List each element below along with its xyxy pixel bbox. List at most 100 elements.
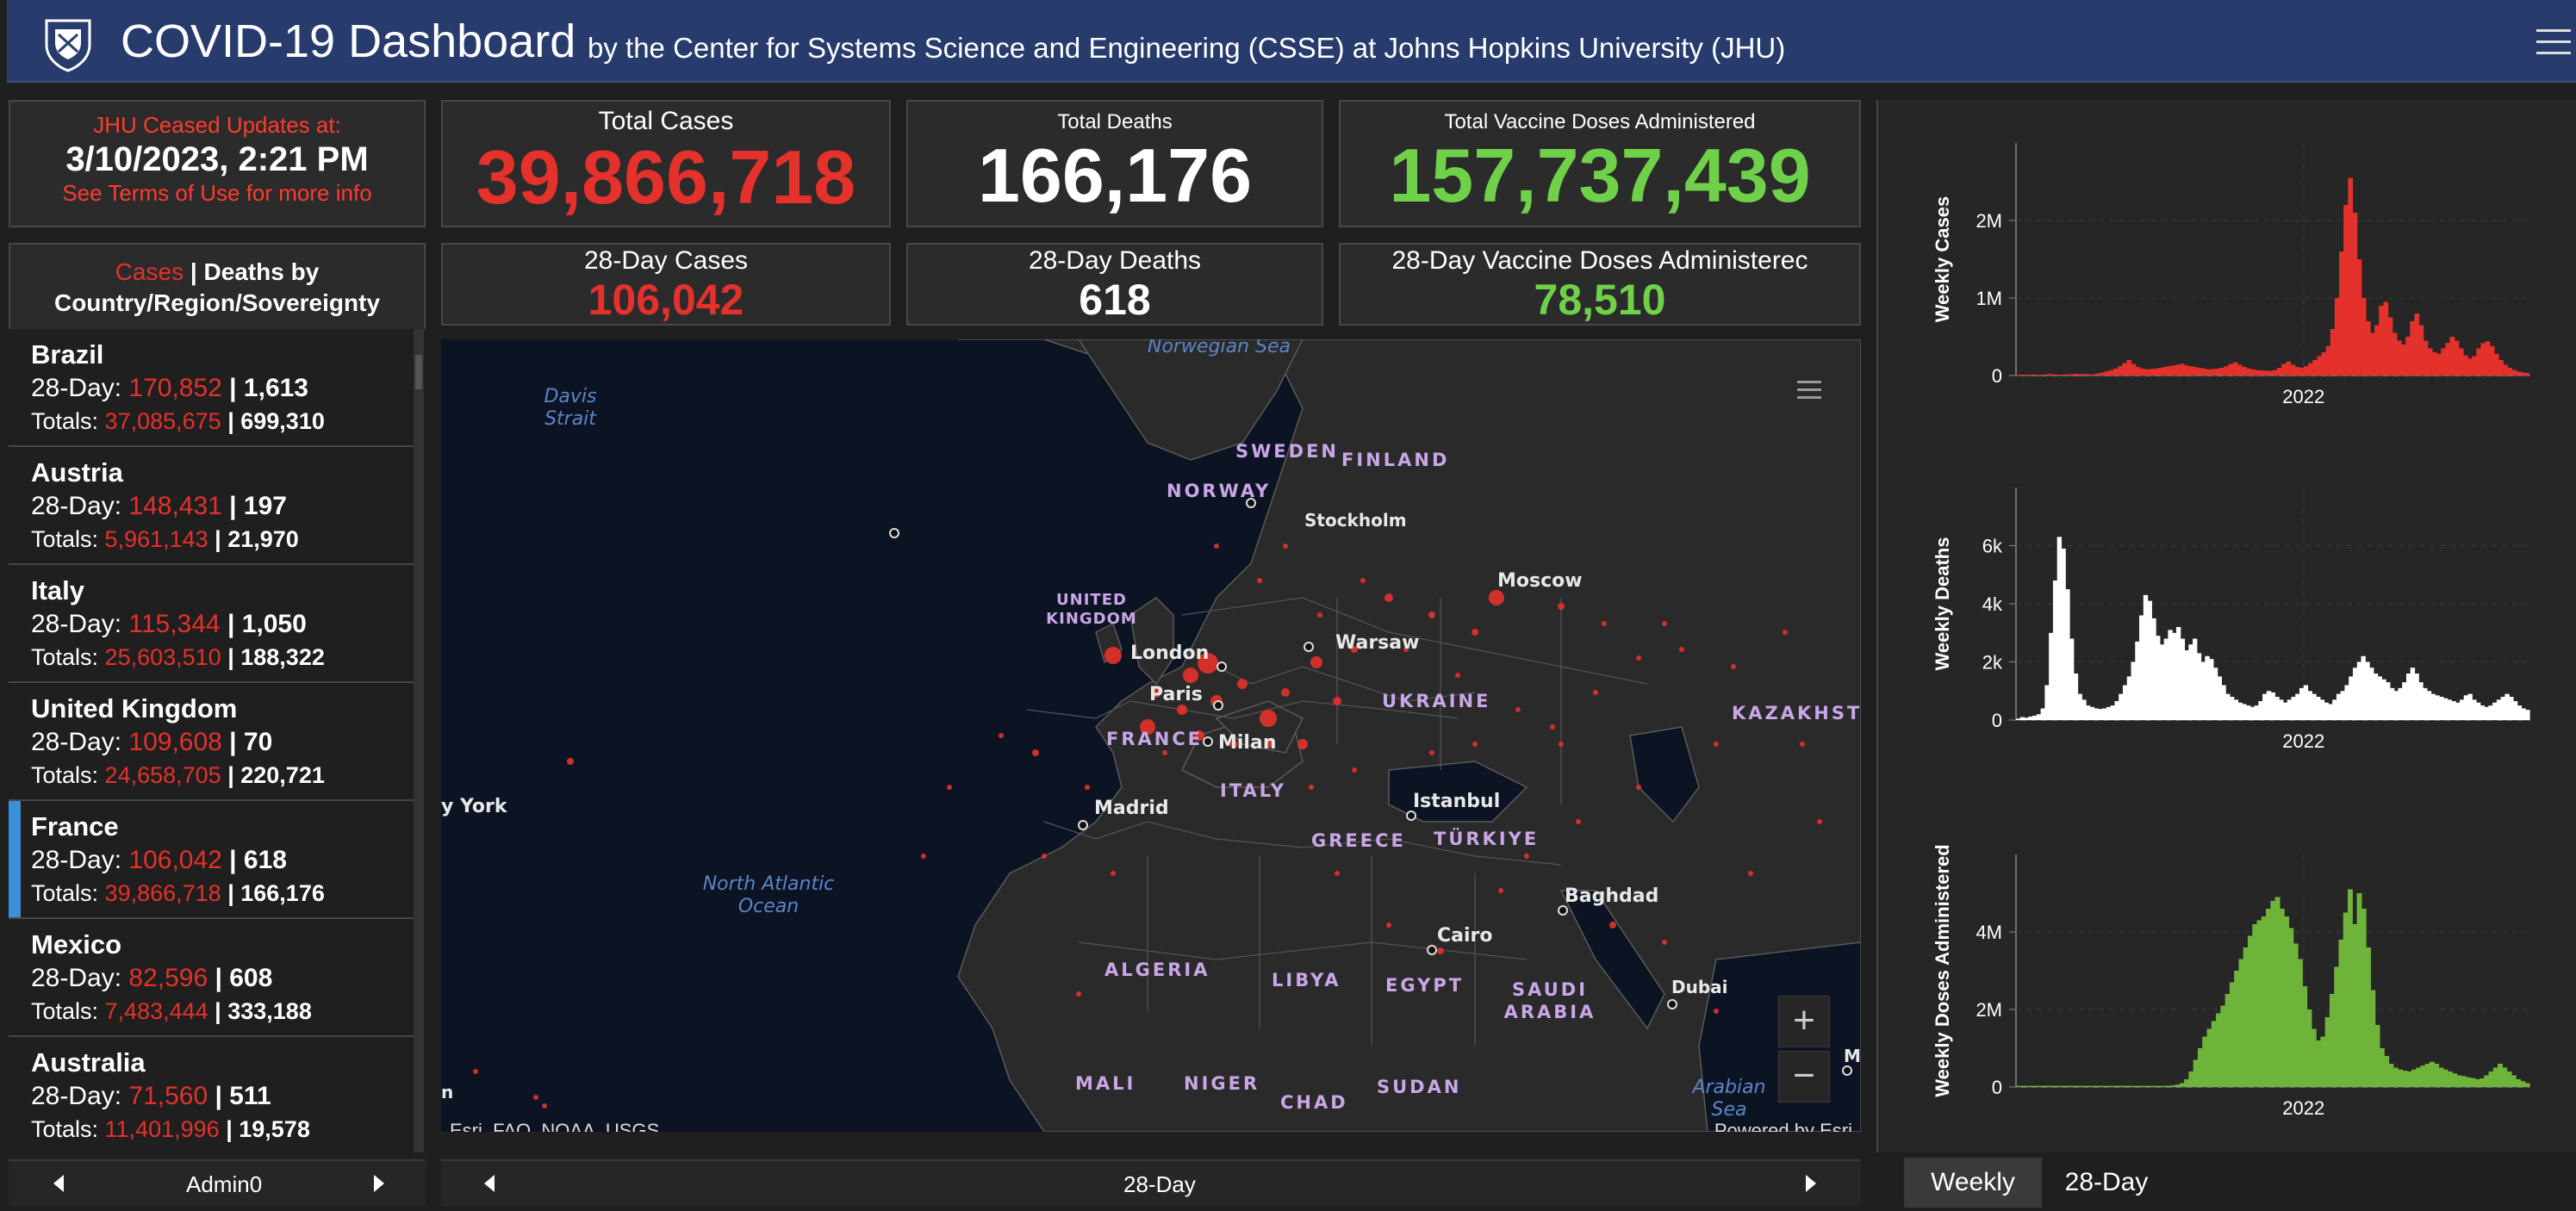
chart-bar[interactable] <box>2211 1021 2217 1088</box>
chart-bar[interactable] <box>2386 682 2391 720</box>
chart-bar[interactable] <box>2193 367 2199 376</box>
chart-bar[interactable] <box>2029 1085 2035 1087</box>
chart-bar[interactable] <box>2311 1028 2317 1088</box>
case-markers[interactable] <box>473 543 1822 1109</box>
chart-bar[interactable] <box>2356 661 2362 721</box>
chart-bar[interactable] <box>2431 352 2437 376</box>
chart-bar[interactable] <box>2423 687 2428 720</box>
chart-bar[interactable] <box>2299 368 2305 376</box>
chart-bar[interactable] <box>2330 329 2336 376</box>
chart-bar[interactable] <box>2049 632 2054 720</box>
chart-bar[interactable] <box>2503 364 2508 376</box>
chart-bar[interactable] <box>2166 1085 2171 1087</box>
chart-bar[interactable] <box>2110 705 2116 720</box>
case-marker[interactable] <box>1335 871 1340 876</box>
case-marker[interactable] <box>1558 603 1565 610</box>
case-marker[interactable] <box>1817 819 1822 824</box>
chart-bar[interactable] <box>2524 1083 2530 1088</box>
chart-bar[interactable] <box>2291 697 2296 720</box>
chart-bar[interactable] <box>2365 661 2370 721</box>
chart-bar[interactable] <box>2384 1056 2390 1087</box>
chart-bar[interactable] <box>2220 1005 2226 1088</box>
chart-bar[interactable] <box>2219 368 2225 376</box>
case-marker[interactable] <box>1515 707 1521 712</box>
chart-bar[interactable] <box>2506 1071 2512 1087</box>
chart-bar[interactable] <box>2459 699 2465 720</box>
case-marker[interactable] <box>1237 679 1248 689</box>
chart-bar[interactable] <box>2447 699 2453 720</box>
chart-bar[interactable] <box>2270 901 2276 1087</box>
chart-bar[interactable] <box>2455 702 2461 720</box>
case-marker[interactable] <box>567 758 574 765</box>
powered-by-esri-link[interactable]: Powered by Esri <box>1714 1120 1852 1132</box>
case-marker[interactable] <box>1576 819 1581 824</box>
chart-bar[interactable] <box>2402 682 2407 720</box>
case-marker[interactable] <box>1198 653 1218 674</box>
chart-bar[interactable] <box>2069 638 2075 721</box>
chart-bar[interactable] <box>2416 1067 2422 1088</box>
chart-bar[interactable] <box>2089 706 2095 720</box>
country-list-item[interactable]: Mexico 28-Day: 82,596 | 608 Totals: 7,483,… <box>9 919 414 1037</box>
chart-bar[interactable] <box>2216 1013 2221 1088</box>
chart-bar[interactable] <box>2073 374 2079 376</box>
chart-bar[interactable] <box>2224 366 2230 376</box>
chart-bar[interactable] <box>2152 1085 2158 1087</box>
terms-of-use-link[interactable]: See Terms of Use for more info <box>62 180 372 206</box>
case-marker[interactable] <box>1800 742 1805 747</box>
chart-bar[interactable] <box>2410 668 2416 720</box>
chart-bar[interactable] <box>2188 1071 2194 1087</box>
chart-bar[interactable] <box>2511 370 2517 376</box>
chart-bar[interactable] <box>2156 636 2161 720</box>
chart-bar[interactable] <box>2209 659 2214 720</box>
chart-bar[interactable] <box>2332 699 2337 720</box>
chart-bar[interactable] <box>2033 375 2039 376</box>
chart-bar[interactable] <box>2065 589 2070 720</box>
case-marker[interactable] <box>1283 543 1288 549</box>
chart-bar[interactable] <box>2294 367 2300 376</box>
case-marker[interactable] <box>1636 655 1641 661</box>
chart-bar[interactable] <box>2442 698 2448 720</box>
chart-bar[interactable] <box>2040 708 2045 721</box>
chart-bar[interactable] <box>2307 691 2312 720</box>
case-marker[interactable] <box>1429 750 1434 755</box>
chart-bar[interactable] <box>2051 374 2056 376</box>
chart-bar[interactable] <box>2038 1085 2044 1087</box>
case-marker[interactable] <box>1472 629 1478 636</box>
chart-bar[interactable] <box>2237 702 2243 720</box>
chart-bar[interactable] <box>2282 702 2288 720</box>
chart-bar[interactable] <box>2454 340 2460 376</box>
chart-bar[interactable] <box>2073 674 2079 720</box>
chart-bar[interactable] <box>2411 1069 2417 1087</box>
chart-bar[interactable] <box>2252 924 2258 1087</box>
chart-bar[interactable] <box>2366 947 2371 1087</box>
chart-bar[interactable] <box>2238 959 2244 1088</box>
chart-bar[interactable] <box>2290 364 2296 376</box>
chart-bar[interactable] <box>2139 615 2144 721</box>
menu-icon[interactable] <box>2536 29 2571 55</box>
chart-bar[interactable] <box>2349 676 2354 720</box>
case-marker[interactable] <box>1609 922 1616 928</box>
chart-bar[interactable] <box>2161 1085 2167 1087</box>
chart-bar[interactable] <box>2197 368 2203 376</box>
chart-bar[interactable] <box>2237 364 2243 376</box>
chart-bar[interactable] <box>2061 1085 2067 1087</box>
chart-bar[interactable] <box>2441 348 2446 376</box>
chart-bar[interactable] <box>2122 363 2128 376</box>
case-marker[interactable] <box>1403 647 1409 652</box>
chart-bar[interactable] <box>2249 706 2256 720</box>
next-arrow-icon[interactable] <box>374 1175 384 1192</box>
chart-bar[interactable] <box>2374 325 2380 376</box>
case-marker[interactable] <box>1489 590 1504 606</box>
chart-bar[interactable] <box>2225 693 2231 720</box>
chart-bar[interactable] <box>2193 638 2198 721</box>
chart-bar[interactable] <box>2170 365 2176 376</box>
chart-bar[interactable] <box>2405 337 2411 376</box>
case-marker[interactable] <box>1636 785 1641 790</box>
chart-bar[interactable] <box>2043 1085 2049 1087</box>
chart-bar[interactable] <box>2348 889 2353 1088</box>
chart-bar[interactable] <box>2175 627 2181 720</box>
chart-bar[interactable] <box>2212 668 2218 720</box>
chart-bar[interactable] <box>2302 986 2308 1087</box>
chart-bar[interactable] <box>2381 679 2386 720</box>
chart-bar[interactable] <box>2180 638 2186 721</box>
